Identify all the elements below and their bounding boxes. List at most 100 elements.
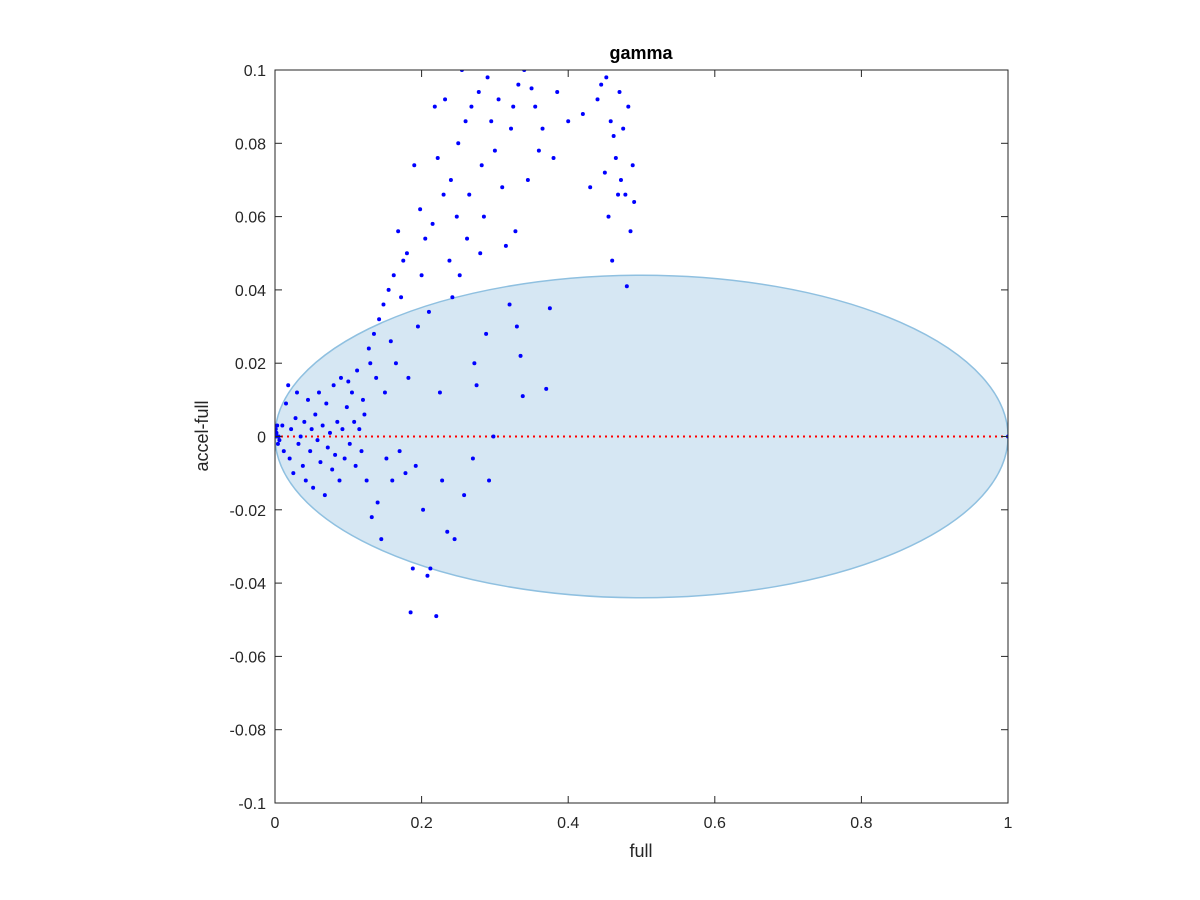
- data-point: [507, 302, 512, 307]
- data-point: [457, 273, 462, 278]
- data-point: [309, 427, 314, 432]
- data-point: [421, 507, 426, 512]
- data-point: [426, 309, 431, 314]
- data-point: [305, 397, 310, 402]
- data-point: [520, 394, 525, 399]
- data-point: [425, 573, 430, 578]
- data-point: [396, 229, 401, 234]
- data-point: [450, 295, 455, 300]
- data-point: [618, 177, 623, 182]
- data-point: [616, 192, 621, 197]
- data-point: [316, 390, 321, 395]
- data-point: [432, 104, 437, 109]
- data-point: [443, 97, 448, 102]
- data-point: [445, 529, 450, 534]
- data-point: [430, 221, 435, 226]
- data-point: [286, 383, 291, 388]
- data-point: [623, 192, 628, 197]
- data-point: [606, 214, 611, 219]
- data-point: [401, 258, 406, 263]
- data-point: [626, 104, 631, 109]
- data-point: [355, 368, 360, 373]
- y-tick-label: -0.1: [238, 796, 266, 813]
- y-tick-label: 0.02: [235, 356, 266, 373]
- axes: 0 0.2 0.4 0.6 0.8 1 -0.1 -0.08 -0.06 -0.04 -0.02 0 0…: [230, 63, 1013, 832]
- plot-marks: [275, 70, 1008, 619]
- data-point: [399, 295, 404, 300]
- data-point: [362, 412, 367, 417]
- data-point: [514, 324, 519, 329]
- data-point: [338, 375, 343, 380]
- data-point: [287, 456, 292, 461]
- data-point: [503, 243, 508, 248]
- data-point: [467, 192, 472, 197]
- data-point: [551, 155, 556, 160]
- data-point: [313, 412, 318, 417]
- x-tick-label: 0.4: [557, 815, 579, 832]
- data-point: [298, 434, 303, 439]
- data-point: [617, 89, 622, 94]
- data-point: [393, 361, 398, 366]
- data-point: [544, 386, 549, 391]
- data-point: [384, 456, 389, 461]
- data-point: [547, 306, 552, 311]
- data-point: [275, 427, 278, 432]
- data-point: [566, 119, 571, 124]
- data-point: [330, 467, 335, 472]
- data-point: [352, 419, 357, 424]
- data-point: [448, 177, 453, 182]
- data-point: [588, 185, 593, 190]
- data-point: [599, 82, 604, 87]
- data-point: [388, 339, 393, 344]
- data-point: [366, 346, 371, 351]
- data-point: [485, 75, 490, 80]
- data-point: [379, 537, 384, 542]
- data-point: [624, 284, 629, 289]
- data-point: [533, 104, 538, 109]
- data-point: [346, 379, 351, 384]
- data-point: [340, 427, 345, 432]
- data-point: [275, 423, 280, 428]
- data-point: [359, 449, 364, 454]
- data-point: [347, 441, 352, 446]
- data-point: [423, 236, 428, 241]
- data-point: [320, 423, 325, 428]
- data-point: [608, 119, 613, 124]
- data-point: [386, 287, 391, 292]
- x-axis-label: full: [629, 841, 652, 861]
- data-point: [371, 331, 376, 336]
- data-point: [525, 177, 530, 182]
- data-point: [511, 104, 516, 109]
- data-point: [331, 383, 336, 388]
- data-point: [434, 614, 439, 619]
- x-tick-label: 0.8: [850, 815, 872, 832]
- data-point: [630, 163, 635, 168]
- y-tick-label: -0.02: [230, 503, 267, 520]
- data-point: [315, 438, 320, 443]
- data-point: [487, 478, 492, 483]
- data-point: [500, 185, 505, 190]
- data-point: [613, 155, 618, 160]
- data-point: [403, 471, 408, 476]
- data-point: [322, 493, 327, 498]
- data-point: [335, 419, 340, 424]
- data-point: [368, 361, 373, 366]
- data-point: [364, 478, 369, 483]
- data-point: [302, 419, 307, 424]
- data-point: [325, 445, 330, 450]
- data-point: [408, 610, 413, 615]
- x-tick-label: 0: [271, 815, 280, 832]
- data-point: [481, 214, 486, 219]
- data-point: [628, 229, 633, 234]
- data-point: [337, 478, 342, 483]
- data-point: [513, 229, 518, 234]
- y-tick-label: -0.04: [230, 576, 267, 593]
- data-point: [474, 383, 479, 388]
- y-tick-label: -0.08: [230, 723, 267, 740]
- data-point: [311, 485, 316, 490]
- data-point: [377, 317, 382, 322]
- y-tick-label: -0.06: [230, 649, 267, 666]
- data-point: [462, 493, 467, 498]
- data-point: [369, 515, 374, 520]
- data-point: [536, 148, 541, 153]
